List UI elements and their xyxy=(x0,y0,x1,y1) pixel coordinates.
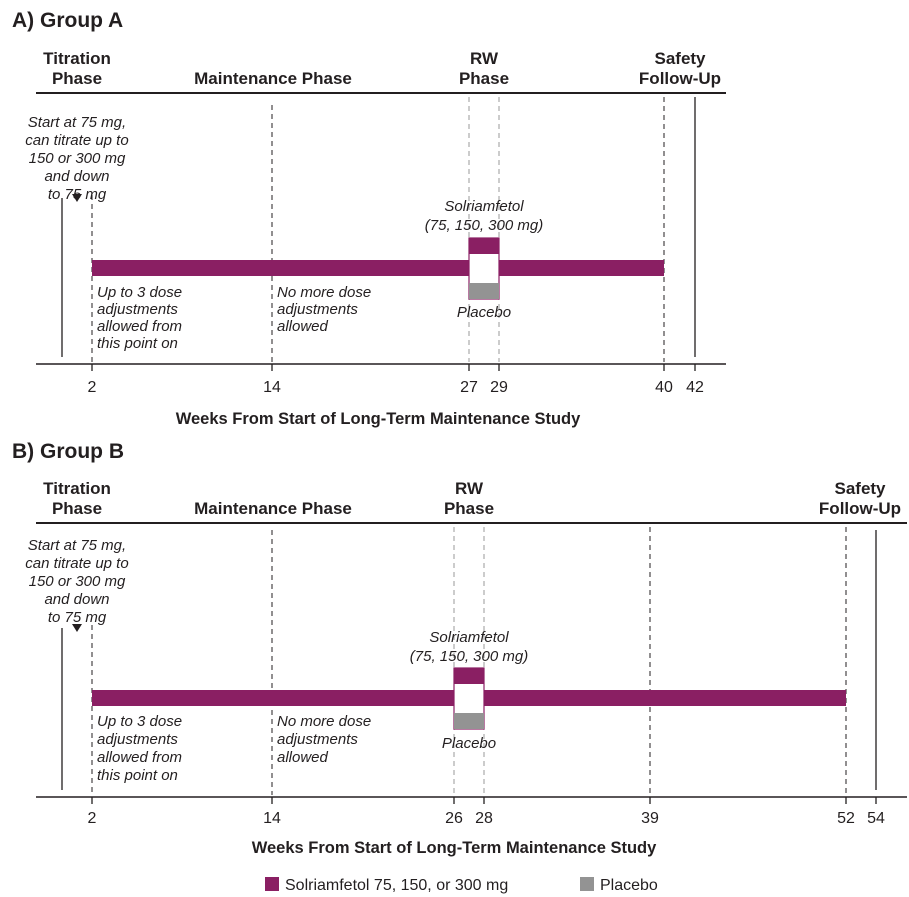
panel-b-start-note-5: to 75 mg xyxy=(48,609,107,626)
panel-a-phase-titration-line1: Titration xyxy=(43,49,111,68)
panel-a-drug-label-2: (75, 150, 300 mg) xyxy=(425,217,543,234)
panel-b-phase-safety-line1: Safety xyxy=(834,479,886,498)
panel-a-no-adjust-note-2: adjustments xyxy=(277,301,358,318)
panel-b-tick-label: 14 xyxy=(263,810,281,827)
panel-b-no-adjust-note-1: No more dose xyxy=(277,713,371,730)
panel-b-adjust-note-1: Up to 3 dose xyxy=(97,713,182,730)
panel-a-tick-label: 27 xyxy=(460,379,478,396)
panel-b-start-note-2: can titrate up to xyxy=(25,555,128,572)
panel-b-tick-label: 52 xyxy=(837,810,855,827)
panel-b-phase-safety-line2: Follow-Up xyxy=(819,499,901,518)
panel-a-no-adjust-note-1: No more dose xyxy=(277,284,371,301)
panel-b-tick-label: 28 xyxy=(475,810,493,827)
panel-b-phase-rw-line1: RW xyxy=(455,479,484,498)
panel-b-no-adjust-note-3: allowed xyxy=(277,749,329,766)
panel-a-drug-bar-left xyxy=(92,260,469,276)
legend-placebo-label: Placebo xyxy=(600,877,658,894)
panel-group-a: A) Group A Titration Phase Maintenance P… xyxy=(12,9,726,428)
panel-a-adjust-note-2: adjustments xyxy=(97,301,178,318)
panel-b-tick-label: 54 xyxy=(867,810,885,827)
panel-b-rw-placebo-bar xyxy=(454,713,484,729)
panel-a-drug-bar-right xyxy=(499,260,664,276)
panel-b-phase-rw-line2: Phase xyxy=(444,499,494,518)
panel-b-tick-label: 26 xyxy=(445,810,463,827)
panel-b-start-note-3: 150 or 300 mg xyxy=(29,573,126,590)
legend: Solriamfetol 75, 150, or 300 mg Placebo xyxy=(265,877,658,894)
panel-b-placebo-label: Placebo xyxy=(442,735,496,752)
panel-a-tick-label: 40 xyxy=(655,379,673,396)
panel-b-rw-drug-bar xyxy=(454,668,484,684)
panel-b-start-note-4: and down xyxy=(44,591,109,608)
panel-a-start-note-4: and down xyxy=(44,168,109,185)
panel-b-drug-bar-right xyxy=(484,690,846,706)
panel-a-title: A) Group A xyxy=(12,9,123,32)
panel-b-start-note-1: Start at 75 mg, xyxy=(28,537,126,554)
panel-b-phase-maintenance: Maintenance Phase xyxy=(194,499,352,518)
panel-b-title: B) Group B xyxy=(12,440,124,463)
panel-a-tick-label: 14 xyxy=(263,379,281,396)
panel-b-axis-label: Weeks From Start of Long-Term Maintenanc… xyxy=(252,839,657,857)
panel-a-phase-rw-line2: Phase xyxy=(459,69,509,88)
panel-b-drug-bar-left xyxy=(92,690,454,706)
panel-a-phase-safety-line1: Safety xyxy=(654,49,706,68)
legend-drug-label: Solriamfetol 75, 150, or 300 mg xyxy=(285,877,508,894)
panel-a-adjust-note-3: allowed from xyxy=(97,318,182,335)
panel-a-phase-rw-line1: RW xyxy=(470,49,499,68)
panel-a-phase-safety-line2: Follow-Up xyxy=(639,69,721,88)
panel-a-drug-label-1: Solriamfetol xyxy=(444,198,524,215)
panel-a-adjust-note-4: this point on xyxy=(97,335,178,352)
panel-a-axis-label: Weeks From Start of Long-Term Maintenanc… xyxy=(176,410,581,428)
panel-a-start-note-3: 150 or 300 mg xyxy=(29,150,126,167)
panel-a-start-note-1: Start at 75 mg, xyxy=(28,114,126,131)
panel-b-no-adjust-note-2: adjustments xyxy=(277,731,358,748)
panel-a-rw-drug-bar xyxy=(469,238,499,254)
panel-a-tick-label: 42 xyxy=(686,379,704,396)
panel-a-phase-titration-line2: Phase xyxy=(52,69,102,88)
legend-drug-swatch xyxy=(265,877,279,891)
panel-a-placebo-label: Placebo xyxy=(457,304,511,321)
panel-b-phase-titration-line2: Phase xyxy=(52,499,102,518)
panel-a-tick-label: 2 xyxy=(88,379,97,396)
panel-a-phase-maintenance: Maintenance Phase xyxy=(194,69,352,88)
panel-a-start-arrow-icon xyxy=(72,194,82,202)
panel-a-adjust-note-1: Up to 3 dose xyxy=(97,284,182,301)
panel-a-start-note-2: can titrate up to xyxy=(25,132,128,149)
panel-b-start-arrow-icon xyxy=(72,624,82,632)
panel-b-drug-label-1: Solriamfetol xyxy=(429,629,509,646)
panel-a-no-adjust-note-3: allowed xyxy=(277,318,329,335)
panel-b-adjust-note-3: allowed from xyxy=(97,749,182,766)
panel-b-drug-label-2: (75, 150, 300 mg) xyxy=(410,648,528,665)
panel-b-tick-label: 2 xyxy=(88,810,97,827)
panel-group-b: B) Group B Titration Phase Maintenance P… xyxy=(12,440,907,857)
panel-a-rw-placebo-bar xyxy=(469,283,499,299)
legend-placebo-swatch xyxy=(580,877,594,891)
panel-b-adjust-note-4: this point on xyxy=(97,767,178,784)
panel-b-phase-titration-line1: Titration xyxy=(43,479,111,498)
panel-b-tick-label: 39 xyxy=(641,810,659,827)
panel-a-tick-label: 29 xyxy=(490,379,508,396)
panel-b-adjust-note-2: adjustments xyxy=(97,731,178,748)
